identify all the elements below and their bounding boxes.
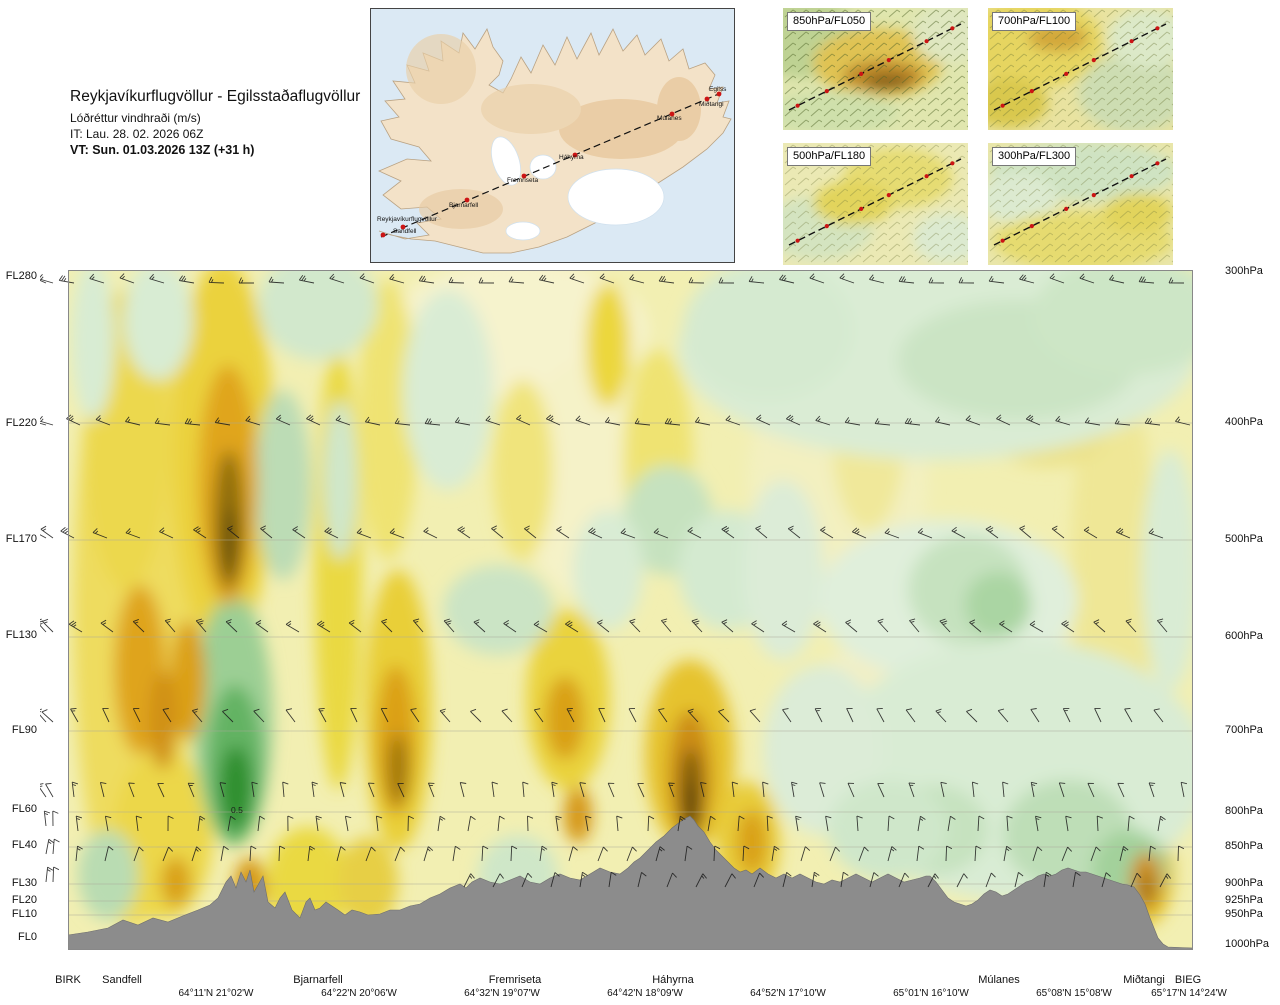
panel-label-500: 500hPa/FL180 <box>787 147 872 166</box>
x-coordinate: 64°11'N 21°02'W <box>178 988 254 999</box>
panel-map-300 <box>978 141 1178 271</box>
overview-map: Reykjavíkurflugvöllur Sandfell Bjarnarfe… <box>370 8 735 263</box>
map-station-midtangi: Miðtangi <box>699 101 724 108</box>
map-station-hahyrna: Háhyrna <box>559 154 584 161</box>
terrain-silhouette <box>68 815 1193 950</box>
map-station-fremriseta: Fremriseta <box>507 177 539 184</box>
route-line <box>380 92 722 238</box>
x-station-fremriseta: Fremriseta <box>488 974 542 986</box>
init-time-label: IT: Lau. 28. 02. 2026 06Z <box>70 127 204 141</box>
cross-section-chart: 0.5 <box>40 270 1193 950</box>
header-block: Reykjavíkurflugvöllur - Egilsstaðaflugvö… <box>70 88 360 159</box>
flight-level-tick: FL30 <box>11 877 37 889</box>
glaciers <box>491 136 665 241</box>
flight-level-tick: FL280 <box>5 270 37 282</box>
pressure-tick: 900hPa <box>1225 877 1263 889</box>
x-station-bieg: BIEG <box>1174 974 1202 986</box>
pressure-tick: 500hPa <box>1225 533 1263 545</box>
x-coordinate: 64°42'N 18°09'W <box>607 988 683 999</box>
level-panel-300: 300hPa/FL300 <box>978 141 1178 271</box>
contour-label: 0.5 <box>231 805 243 815</box>
plot-frame <box>68 270 1193 950</box>
panel-label-700: 700hPa/FL100 <box>992 12 1077 31</box>
x-station-bjarnarfell: Bjarnarfell <box>293 974 343 986</box>
pressure-tick: 1000hPa <box>1225 938 1270 950</box>
x-coordinate: 64°32'N 19°07'W <box>464 988 540 999</box>
level-panel-850: 850hPa/FL050 <box>743 0 983 135</box>
x-coordinate: 64°52'N 17°10'W <box>750 988 826 999</box>
flight-level-tick: FL20 <box>11 894 37 906</box>
flight-level-tick: FL60 <box>11 803 37 815</box>
x-coordinate: 65°08'N 15°08'W <box>1036 988 1112 999</box>
level-panel-500: 500hPa/FL180 <box>763 143 983 265</box>
valid-time-label: VT: Sun. 01.03.2026 13Z (+31 h) <box>70 143 255 157</box>
route-station-dots <box>380 91 722 238</box>
page-title: Reykjavíkurflugvöllur - Egilsstaðaflugvö… <box>70 88 361 105</box>
x-station-birk: BIRK <box>55 974 81 986</box>
flight-level-tick: FL0 <box>18 931 37 943</box>
x-coordinate: 65°17'N 14°24'W <box>1151 988 1227 999</box>
pressure-tick: 925hPa <box>1225 894 1263 906</box>
x-coordinate: 64°22'N 20°06'W <box>321 988 397 999</box>
map-station-bjarnarfell: Bjarnarfell <box>449 202 479 209</box>
pressure-tick: 950hPa <box>1225 908 1263 920</box>
flight-level-tick: FL220 <box>5 417 37 429</box>
x-station-midtangi: Miðtangi <box>1123 974 1165 986</box>
level-panel-700: 700hPa/FL100 <box>963 0 1188 133</box>
map-station-mulanes: Múlanes <box>657 115 682 122</box>
iceland-map <box>378 28 732 254</box>
x-coordinate: 65°01'N 16°10'W <box>893 988 969 999</box>
flight-level-tick: FL10 <box>11 908 37 920</box>
panel-map-700 <box>963 0 1188 133</box>
panel-label-300: 300hPa/FL300 <box>992 147 1077 166</box>
wind-field-layer <box>71 270 1193 937</box>
map-station-egilsstadir: Egilss <box>709 86 727 93</box>
chart-subtitle: Lóðréttur vindhraði (m/s) <box>70 111 201 125</box>
x-station-hahyrna: Háhyrna <box>652 974 694 986</box>
pressure-tick: 300hPa <box>1225 265 1263 277</box>
map-station-sandfell: Sandfell <box>393 228 417 235</box>
flight-level-tick: FL170 <box>5 533 37 545</box>
wind-barb-layer <box>40 273 1191 888</box>
pressure-tick: 850hPa <box>1225 840 1263 852</box>
pressure-tick: 600hPa <box>1225 630 1263 642</box>
map-station-reykjavik: Reykjavíkurflugvöllur <box>377 216 437 223</box>
pressure-tick: 400hPa <box>1225 416 1263 428</box>
flight-level-tick: FL40 <box>11 839 37 851</box>
pressure-tick: 800hPa <box>1225 805 1263 817</box>
flight-level-tick: FL90 <box>11 724 37 736</box>
terrain-shading <box>406 34 701 229</box>
flight-level-tick: FL130 <box>5 629 37 641</box>
x-station-sandfell: Sandfell <box>102 974 142 986</box>
pressure-tick: 700hPa <box>1225 724 1263 736</box>
panel-label-850: 850hPa/FL050 <box>787 12 872 31</box>
x-station-mulanes: Múlanes <box>978 974 1020 986</box>
